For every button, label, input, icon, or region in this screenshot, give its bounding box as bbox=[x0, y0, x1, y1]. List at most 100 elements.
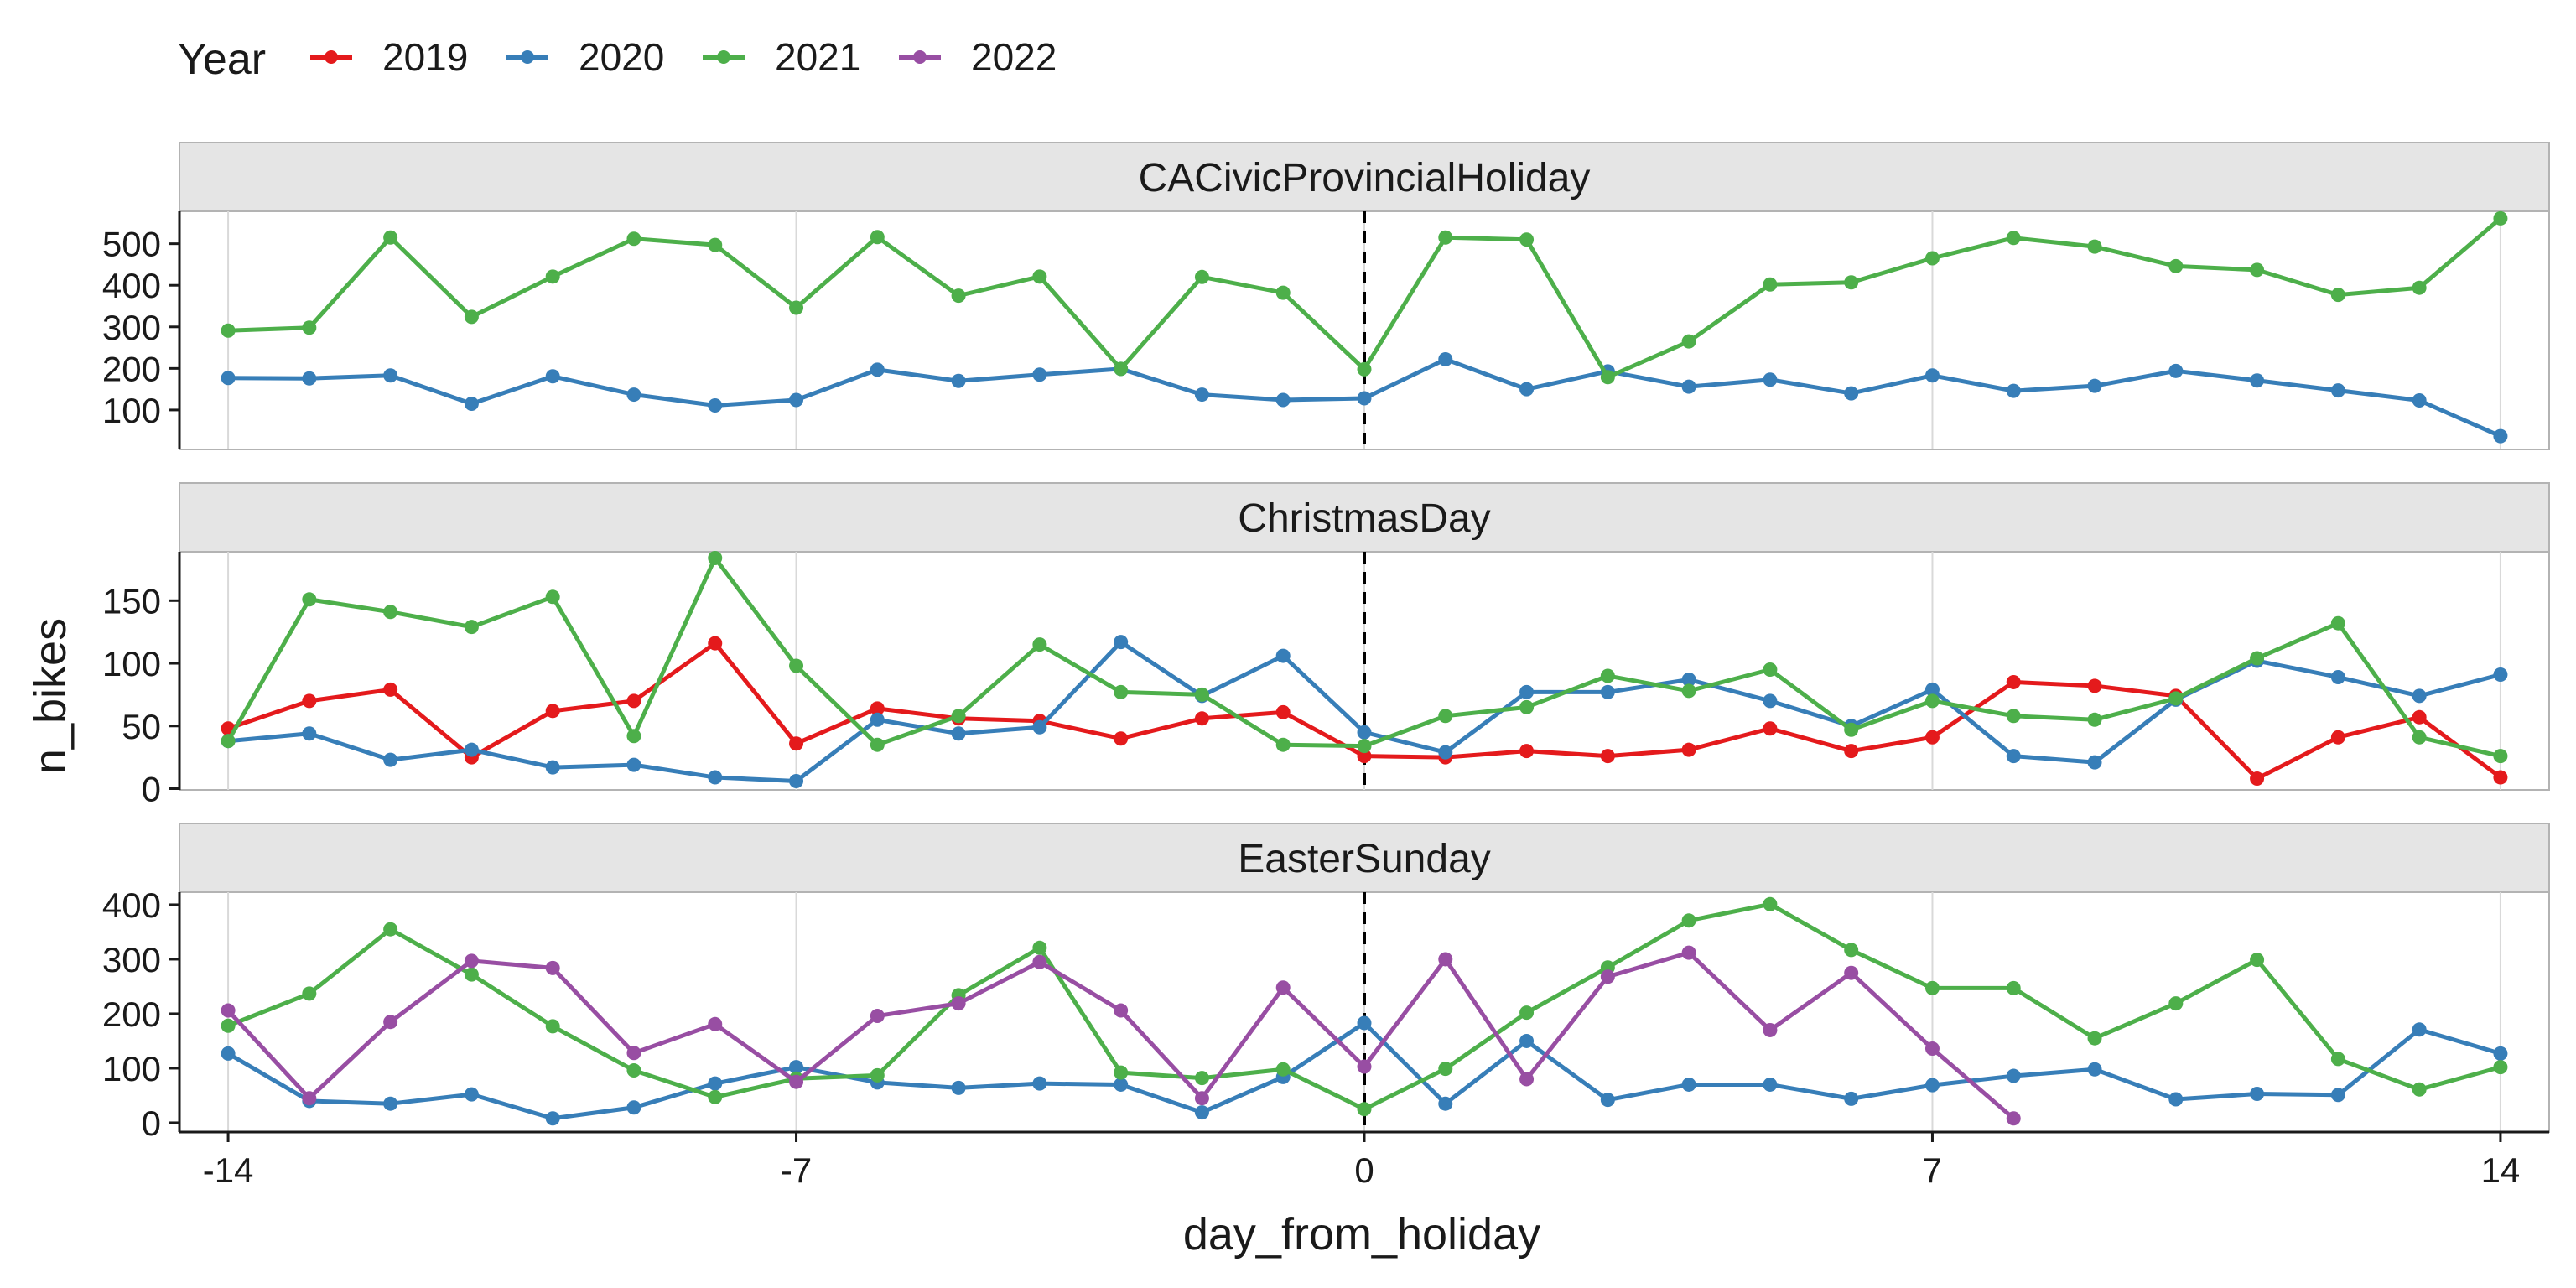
data-point bbox=[464, 742, 479, 757]
data-point bbox=[870, 712, 885, 727]
data-point bbox=[789, 658, 804, 673]
data-point bbox=[626, 1100, 641, 1115]
panel-strip bbox=[179, 482, 2550, 553]
legend-label: 2019 bbox=[382, 35, 468, 79]
legend-label: 2022 bbox=[971, 35, 1057, 79]
data-point bbox=[789, 300, 804, 315]
data-point bbox=[2250, 771, 2265, 787]
data-point bbox=[302, 592, 317, 607]
data-point bbox=[1763, 1077, 1778, 1092]
data-point bbox=[464, 953, 479, 969]
data-point bbox=[1275, 980, 1291, 995]
data-point bbox=[383, 368, 398, 383]
data-point bbox=[2006, 231, 2021, 246]
data-point bbox=[1924, 980, 1940, 995]
data-point bbox=[708, 237, 723, 252]
y-tick-label: 400 bbox=[102, 886, 161, 925]
data-point bbox=[870, 1067, 885, 1083]
data-point bbox=[1844, 965, 1859, 980]
x-tick-label: -14 bbox=[203, 1150, 254, 1190]
legend-label: 2020 bbox=[579, 35, 664, 79]
data-point bbox=[2493, 428, 2508, 444]
data-point bbox=[545, 760, 560, 775]
data-point bbox=[789, 1060, 804, 1075]
panel-title: EasterSunday bbox=[1238, 837, 1491, 881]
data-point bbox=[1032, 719, 1047, 735]
data-point bbox=[1519, 684, 1535, 699]
panel-ChristmasDay: ChristmasDay 0 50 100 150 bbox=[102, 482, 2550, 809]
legend-label: 2021 bbox=[775, 35, 860, 79]
series-2021 bbox=[221, 550, 2508, 764]
y-tick-label: 0 bbox=[142, 770, 161, 809]
data-point bbox=[1681, 1077, 1696, 1092]
data-point bbox=[870, 701, 885, 716]
data-point bbox=[1519, 699, 1535, 714]
data-point bbox=[1924, 693, 1940, 709]
data-point bbox=[870, 737, 885, 752]
data-point bbox=[1681, 334, 1696, 349]
data-point bbox=[1763, 721, 1778, 736]
data-point bbox=[383, 752, 398, 767]
data-point bbox=[1844, 1091, 1859, 1106]
x-tick-label: -7 bbox=[781, 1150, 812, 1190]
data-point bbox=[464, 309, 479, 325]
data-point bbox=[2412, 393, 2427, 408]
x-axis: -14 -7 0 7 14 bbox=[179, 1130, 2549, 1190]
data-point bbox=[2330, 615, 2345, 631]
data-point bbox=[1763, 277, 1778, 292]
data-point bbox=[626, 387, 641, 402]
data-point bbox=[221, 323, 236, 338]
data-point bbox=[302, 1091, 317, 1106]
panel-EasterSunday: EasterSunday 0 100 200 300 400 bbox=[102, 823, 2550, 1143]
data-point bbox=[2493, 1046, 2508, 1061]
data-point bbox=[302, 693, 317, 709]
data-point bbox=[1600, 1093, 1615, 1108]
data-point bbox=[2412, 1082, 2427, 1097]
data-point bbox=[1194, 1091, 1209, 1106]
data-point bbox=[2168, 691, 2184, 706]
data-point bbox=[1681, 672, 1696, 687]
data-point bbox=[626, 757, 641, 772]
data-point bbox=[464, 396, 479, 411]
data-point bbox=[1194, 687, 1209, 702]
data-point bbox=[1519, 1005, 1535, 1021]
data-point bbox=[221, 1046, 236, 1061]
data-point bbox=[708, 397, 723, 413]
data-point bbox=[2006, 1068, 2021, 1083]
data-point bbox=[2006, 674, 2021, 689]
data-point bbox=[1357, 1059, 1372, 1074]
data-point bbox=[1924, 730, 1940, 745]
data-point bbox=[383, 922, 398, 937]
data-point bbox=[545, 1111, 560, 1126]
data-point bbox=[789, 392, 804, 408]
data-point bbox=[1763, 896, 1778, 911]
data-point bbox=[1275, 285, 1291, 300]
data-point bbox=[2087, 712, 2102, 727]
data-point bbox=[2168, 258, 2184, 273]
data-point bbox=[951, 1080, 966, 1095]
y-tick-label: 400 bbox=[102, 266, 161, 305]
data-point bbox=[1194, 269, 1209, 284]
x-tick-label: 7 bbox=[1923, 1150, 1942, 1190]
data-point bbox=[789, 774, 804, 789]
y-tick-label: 50 bbox=[122, 707, 161, 746]
data-point bbox=[2006, 709, 2021, 724]
data-point bbox=[1114, 1003, 1129, 1018]
data-point bbox=[2250, 262, 2265, 278]
data-point bbox=[1032, 954, 1047, 969]
data-point bbox=[1275, 704, 1291, 719]
legend-title: Year bbox=[178, 35, 266, 84]
x-tick-label: 0 bbox=[1354, 1150, 1374, 1190]
data-point bbox=[2250, 1087, 2265, 1101]
data-point bbox=[1357, 739, 1372, 754]
data-point bbox=[1763, 693, 1778, 709]
data-point bbox=[1032, 1076, 1047, 1091]
data-point bbox=[951, 996, 966, 1011]
data-point bbox=[464, 620, 479, 635]
data-point bbox=[545, 1019, 560, 1034]
data-point bbox=[951, 373, 966, 388]
y-tick-label: 100 bbox=[102, 391, 161, 430]
data-point bbox=[2330, 669, 2345, 684]
data-point bbox=[1032, 367, 1047, 382]
data-point bbox=[1194, 1071, 1209, 1086]
